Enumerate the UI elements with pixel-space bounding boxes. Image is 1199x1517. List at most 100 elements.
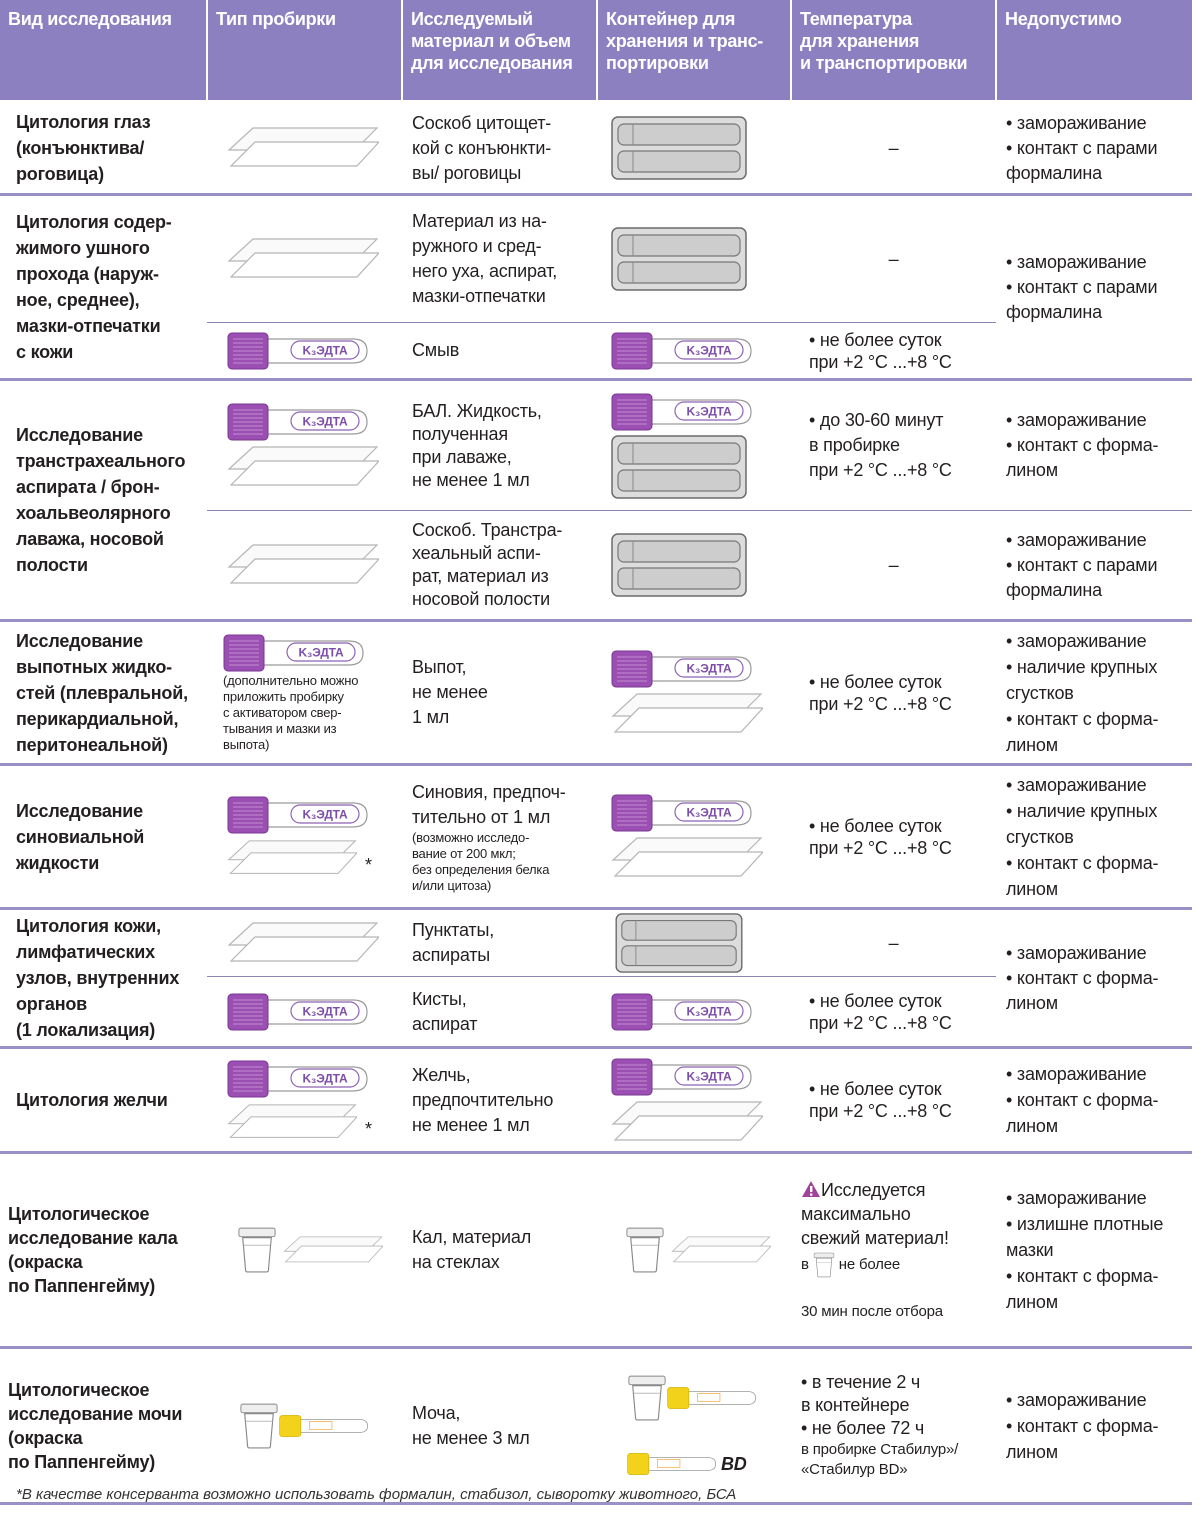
temperature: • не более суток при +2 °С ...+8 °С: [809, 329, 952, 372]
temperature: • не более суток при +2 °С ...+8 °С: [809, 990, 952, 1033]
tube-label: K₃ЭДТА: [302, 343, 348, 357]
tube-label-box: [286, 641, 356, 662]
temperature-cell: Исследуется максимально свежий материал!…: [791, 1153, 996, 1348]
temperature: • в течение 2 ч в контейнере • не более …: [801, 1372, 925, 1438]
name: Цитология кожи, лимфатических узлов, вну…: [16, 916, 180, 1040]
yellow-tube-icon: [279, 1413, 369, 1439]
row: Цитологическое исследование мочи (окраск…: [0, 1348, 1192, 1504]
header-cell: Недопустимо: [996, 0, 1192, 103]
tube-label-box: [290, 339, 360, 360]
container-cell: K₃ЭДТА: [597, 1048, 791, 1153]
row: Исследование транстрахеального аспирата …: [0, 379, 1192, 575]
asterisk: *: [365, 1118, 372, 1139]
tube-label: K₃ЭДТА: [302, 1004, 348, 1018]
row: Исследование синовиальной жидкости K₃ЭДТ…: [0, 765, 1192, 909]
container-cell: [597, 1153, 791, 1348]
tube-cell: [207, 908, 402, 977]
header-cell: Вид исследования: [0, 0, 208, 103]
edta-tube-icon: K₃ЭДТА: [227, 993, 368, 1030]
header-cell: Тип пробирки: [207, 0, 403, 103]
row: Цитологическое исследование кала (окраск…: [0, 1153, 1192, 1348]
row-group: Исследование транстрахеального аспирата …: [0, 379, 1192, 621]
tube-cell: [207, 1153, 402, 1348]
slide-icon: [611, 1100, 763, 1144]
container-cell: K₃ЭДТА: [597, 323, 791, 380]
jar-icon: [237, 1226, 277, 1274]
asterisk: *: [365, 855, 372, 875]
tube-cell: [207, 511, 402, 621]
edta-tube-icon: K₃ЭДТА: [611, 794, 752, 832]
cassette-icon: [611, 116, 747, 180]
tube-label: K₃ЭДТА: [686, 806, 732, 820]
tube-label: K₃ЭДТА: [302, 415, 348, 429]
container-cell: K₃ЭДТА: [597, 379, 791, 511]
temperature: • до 30-60 минут в пробирке при +2 °С ..…: [791, 379, 996, 511]
temperature: –: [791, 194, 996, 323]
container-label: BD: [721, 1453, 747, 1474]
forbidden: • замораживание • контакт с форма- лином: [996, 379, 1192, 511]
tube-label-box: [290, 411, 360, 431]
row-group: Цитология глаз (конъюнктива/ роговица) С…: [0, 102, 1192, 195]
row-group: Цитологическое исследование мочи (окраск…: [0, 1348, 1192, 1504]
row-group: Цитология кожи, лимфатических узлов, вну…: [0, 908, 1192, 1048]
name: Исследование транстрахеального аспирата …: [16, 425, 186, 575]
temperature-cell: • в течение 2 ч в контейнере • не более …: [791, 1348, 996, 1504]
detail: в пробирке Стабилур»/ «Стабилур BD»: [801, 1441, 959, 1478]
slide-icon: [227, 921, 379, 965]
tube-cell: K₃ЭДТА: [207, 977, 402, 1048]
forbidden: • замораживание • контакт с форма- лином: [1006, 942, 1159, 1013]
forbidden: • замораживание • наличие крупных сгустк…: [1006, 774, 1159, 899]
tube-cell: K₃ЭДТА *: [207, 1048, 402, 1153]
row: K₃ЭДТА Смыв K₃ЭДТА • не более суток при …: [0, 323, 1192, 380]
slide-icon: [283, 1235, 383, 1265]
material: БАЛ. Жидкость, полученная при лаваже, не…: [402, 379, 597, 511]
slide-icon: [611, 836, 763, 880]
row-group: Цитология желчи K₃ЭДТА * Желчь, предпочти…: [0, 1048, 1192, 1153]
header-row: Вид исследования Тип пробирки Исследуемы…: [0, 0, 1192, 103]
forbidden: • замораживание • контакт с форма- лином: [1006, 1389, 1159, 1462]
material: Синовия, предпоч- тительно от 1 мл: [412, 781, 566, 827]
slide-icon: [227, 543, 379, 587]
slide-icon: [227, 126, 379, 170]
edta-tube-icon: K₃ЭДТА: [611, 993, 752, 1030]
tube-label-box: [674, 1065, 744, 1086]
tube-label: K₃ЭДТА: [686, 662, 732, 676]
row: Цитология глаз (конъюнктива/ роговица) С…: [0, 102, 1192, 195]
name: Цитологическое исследование кала (окраск…: [8, 1204, 178, 1296]
row: Соскоб. Транстра- хеальный аспи- рат, ма…: [0, 511, 1192, 621]
yellow-tube-icon: [667, 1385, 757, 1411]
jar-icon: [239, 1402, 279, 1450]
name: Исследование выпотных жидко- стей (плевр…: [16, 630, 188, 755]
temperature: –: [791, 908, 996, 977]
slide-icon: [227, 445, 379, 489]
tube-label: K₃ЭДТА: [298, 645, 344, 659]
forbidden: • замораживание • контакт с парами форма…: [1006, 251, 1158, 322]
row: Цитология желчи K₃ЭДТА * Желчь, предпочти…: [0, 1048, 1192, 1153]
material-note: (возможно исследо- вание от 200 мкл; без…: [412, 829, 550, 893]
temperature: –: [888, 137, 899, 158]
slide-icon: [227, 1102, 357, 1142]
tube-cell: [207, 102, 402, 195]
edta-tube-icon: K₃ЭДТА: [227, 403, 368, 441]
row-group: Исследование выпотных жидко- стей (плевр…: [0, 621, 1192, 765]
jar-icon: [627, 1374, 667, 1422]
material: Выпот, не менее 1 мл: [412, 657, 488, 727]
forbidden: • замораживание • наличие крупных сгустк…: [1006, 630, 1159, 755]
header-cell: Исследуемый материал и объем для исследо…: [402, 0, 598, 103]
cassette-icon: [611, 533, 747, 597]
material: Материал из на- ружного и сред- него уха…: [402, 194, 597, 323]
tube-label: K₃ЭДТА: [686, 1004, 732, 1018]
tube-label-box: [290, 804, 360, 824]
temperature: –: [888, 554, 899, 575]
tube-label: K₃ЭДТА: [686, 405, 732, 419]
edta-tube-icon: K₃ЭДТА: [611, 1058, 752, 1095]
tube-cell: K₃ЭДТА *: [207, 765, 402, 909]
cassette-icon: [611, 435, 747, 499]
tube-cell: K₃ЭДТА: [207, 323, 402, 380]
name: Цитология содер- жимого ушного прохода (…: [16, 212, 172, 362]
container-cell: [597, 194, 791, 323]
tube-label-box: [290, 1067, 360, 1088]
tube-label: K₃ЭДТА: [686, 1069, 732, 1083]
